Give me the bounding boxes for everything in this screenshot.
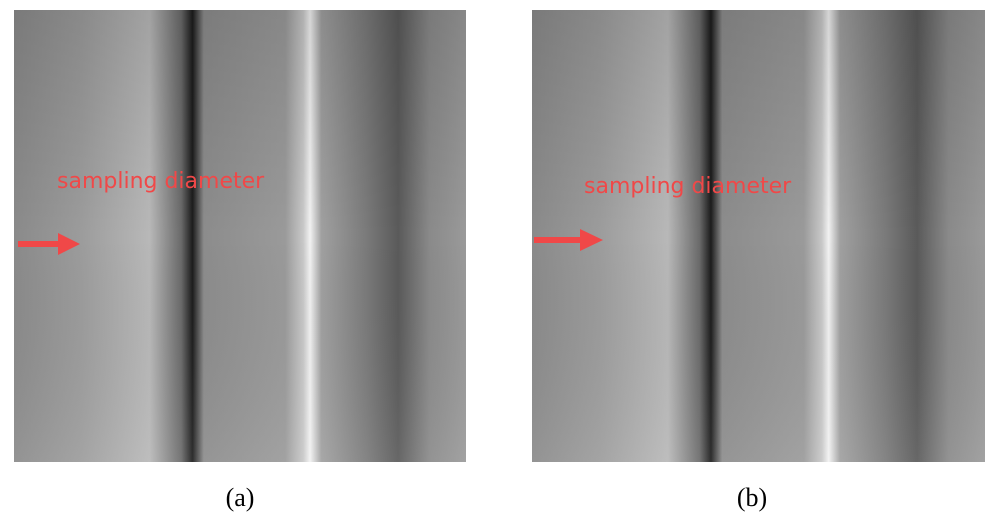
image-shade [532, 10, 985, 462]
caption: (b) [737, 483, 767, 512]
panel-b: sampling diameter (b) [532, 10, 985, 512]
arrow [18, 233, 80, 255]
panel-a: sampling diameter (a) [14, 10, 466, 512]
caption: (a) [226, 483, 255, 512]
annotation: sampling diameter [57, 169, 265, 194]
image-shade [14, 10, 466, 462]
arrow [534, 229, 603, 251]
annotation: sampling diameter [584, 174, 792, 199]
